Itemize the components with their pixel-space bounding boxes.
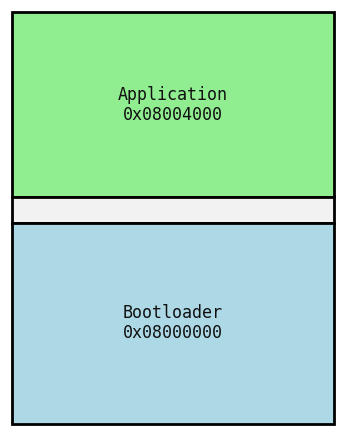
Text: Bootloader: Bootloader	[123, 304, 223, 323]
Text: 0x08004000: 0x08004000	[123, 106, 223, 123]
Text: 0x08000000: 0x08000000	[123, 324, 223, 343]
Bar	[12, 223, 334, 424]
Bar	[12, 12, 334, 197]
Text: Application: Application	[118, 85, 228, 103]
Bar	[12, 197, 334, 223]
